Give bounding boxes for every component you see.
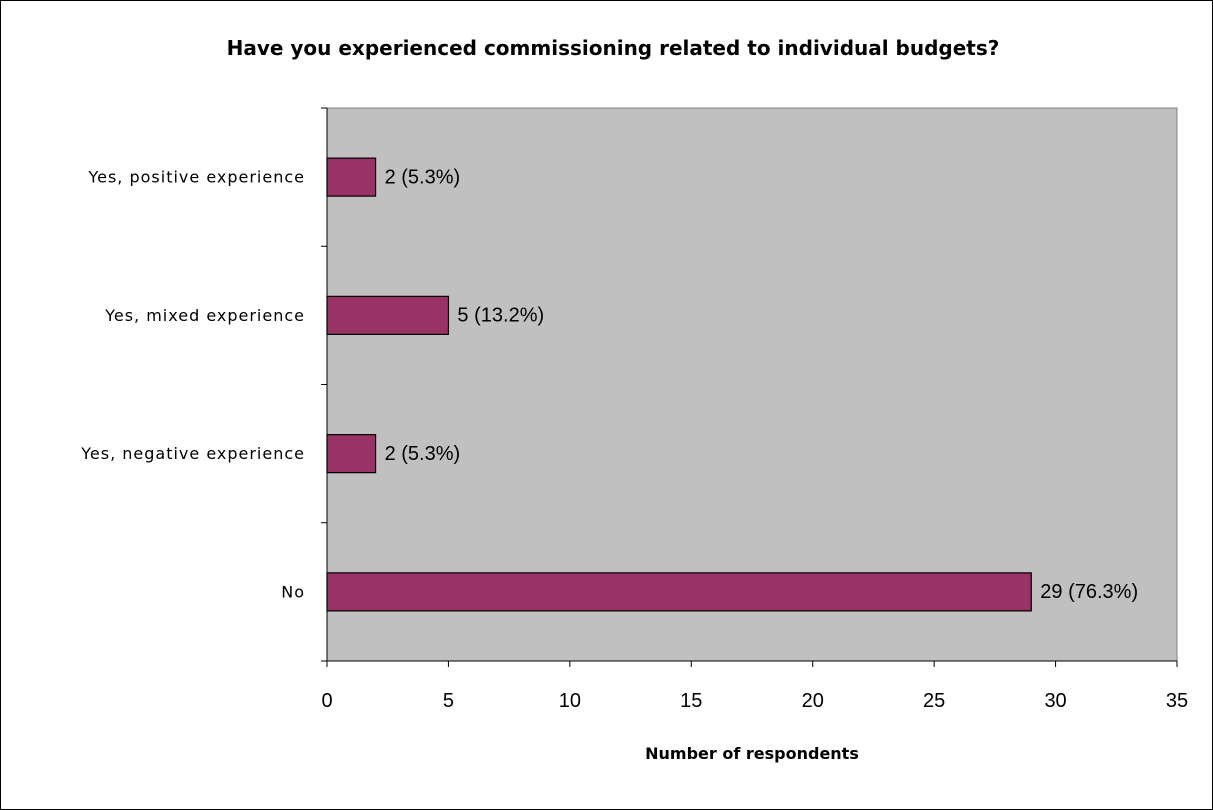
- x-tick-label: 10: [559, 690, 581, 712]
- x-tick-label: 35: [1166, 690, 1188, 712]
- category-label: Yes, negative experience: [80, 444, 305, 463]
- x-tick-label: 30: [1044, 690, 1066, 712]
- plot-area: [326, 107, 1178, 662]
- data-label: 5 (13.2%): [457, 305, 544, 327]
- data-labels-layer: 2 (5.3%) 5 (13.2%) 2 (5.3%) 29 (76.3%): [385, 166, 1139, 603]
- x-tick-label: 15: [680, 690, 702, 712]
- category-label: Yes, positive experience: [87, 168, 305, 187]
- x-tick-label: 20: [802, 690, 824, 712]
- x-tick-label: 0: [321, 690, 332, 712]
- bars-layer: [326, 157, 1032, 612]
- axes-layer: Yes, positive experience Yes, mixed exper…: [80, 107, 1188, 712]
- x-tick-label: 5: [443, 690, 454, 712]
- data-label: 2 (5.3%): [385, 443, 461, 465]
- data-label: 29 (76.3%): [1040, 581, 1138, 603]
- data-label: 2 (5.3%): [385, 166, 461, 188]
- category-label: No: [281, 582, 305, 601]
- bar: [326, 572, 1032, 612]
- bar: [326, 157, 377, 197]
- chart-title: Have you experienced commissioning relat…: [227, 36, 1000, 60]
- bar: [326, 434, 377, 474]
- bar: [326, 295, 450, 335]
- x-tick-label: 25: [923, 690, 945, 712]
- category-label: Yes, mixed experience: [104, 306, 305, 325]
- x-axis-title: Number of respondents: [645, 744, 859, 763]
